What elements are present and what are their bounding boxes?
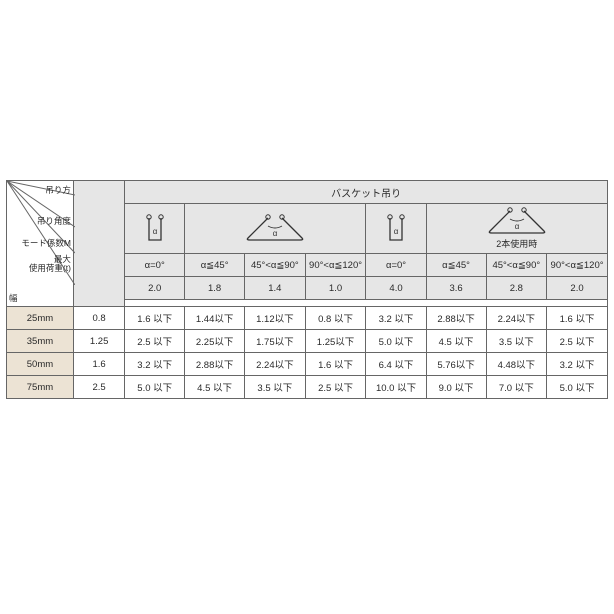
data-cell: 2.24以下 — [486, 307, 547, 330]
svg-text:α: α — [514, 222, 519, 231]
data-cell: 3.5 以下 — [486, 330, 547, 353]
data-cell: 2.88以下 — [185, 353, 245, 376]
angle-h-4: α=0° — [366, 254, 426, 277]
wll-cell: 0.8 — [73, 307, 124, 330]
data-cell: 4.5 以下 — [185, 376, 245, 399]
mode-1: 1.8 — [185, 277, 245, 300]
data-cell: 3.5 以下 — [245, 376, 306, 399]
data-cell: 1.6 以下 — [305, 353, 366, 376]
table-row: 35mm 1.25 2.5 以下 2.25以下 1.75以下 1.25以下 5.… — [7, 330, 608, 353]
label-lifting-method: 吊り方 — [45, 184, 71, 196]
wll-cell: 1.25 — [73, 330, 124, 353]
svg-text:α: α — [273, 229, 278, 238]
data-cell: 2.5 以下 — [547, 330, 608, 353]
data-cell: 3.2 以下 — [366, 307, 426, 330]
data-cell: 2.25以下 — [185, 330, 245, 353]
data-cell: 1.44以下 — [185, 307, 245, 330]
label-max-wll: 最大使用荷重(t) — [29, 255, 71, 273]
table-row: 50mm 1.6 3.2 以下 2.88以下 2.24以下 1.6 以下 6.4… — [7, 353, 608, 376]
width-cell: 35mm — [7, 330, 74, 353]
mode-5: 3.6 — [426, 277, 486, 300]
wll-cell: 2.5 — [73, 376, 124, 399]
mode-6: 2.8 — [486, 277, 547, 300]
width-cell: 75mm — [7, 376, 74, 399]
two-used-label: 2本使用時 — [496, 239, 537, 249]
wll-header-spacer — [73, 181, 124, 307]
label-width: 幅 — [9, 292, 18, 304]
mode-3: 1.0 — [305, 277, 366, 300]
icon-spread-1: α — [185, 204, 366, 254]
icon-single-1: α — [125, 204, 185, 254]
svg-text:α: α — [152, 227, 157, 236]
angle-h-7: 90°<α≦120° — [547, 254, 608, 277]
angle-h-5: α≦45° — [426, 254, 486, 277]
load-table: 吊り方 吊り角度 モード係数M 最大使用荷重(t) 幅 バスケット吊り α α — [6, 180, 608, 399]
basket-spread-icon: α — [482, 205, 552, 239]
mode-7: 2.0 — [547, 277, 608, 300]
data-cell: 1.12以下 — [245, 307, 306, 330]
basket-single-icon: α — [382, 212, 410, 246]
data-cell: 1.6 以下 — [547, 307, 608, 330]
data-cell: 7.0 以下 — [486, 376, 547, 399]
basket-spread-icon: α — [240, 212, 310, 246]
data-cell: 2.5 以下 — [125, 330, 185, 353]
diagonal-header-cell: 吊り方 吊り角度 モード係数M 最大使用荷重(t) 幅 — [7, 181, 74, 307]
width-cell: 25mm — [7, 307, 74, 330]
angle-h-3: 90°<α≦120° — [305, 254, 366, 277]
data-cell: 0.8 以下 — [305, 307, 366, 330]
icon-single-2: α — [366, 204, 426, 254]
data-cell: 2.24以下 — [245, 353, 306, 376]
basket-single-icon: α — [141, 212, 169, 246]
angle-h-0: α=0° — [125, 254, 185, 277]
basket-lifting-header: バスケット吊り — [125, 181, 608, 204]
angle-h-6: 45°<α≦90° — [486, 254, 547, 277]
data-cell: 1.6 以下 — [125, 307, 185, 330]
data-cell: 5.76以下 — [426, 353, 486, 376]
data-cell: 5.0 以下 — [366, 330, 426, 353]
angle-h-1: α≦45° — [185, 254, 245, 277]
mode-0: 2.0 — [125, 277, 185, 300]
data-cell: 1.25以下 — [305, 330, 366, 353]
data-cell: 9.0 以下 — [426, 376, 486, 399]
angle-h-2: 45°<α≦90° — [245, 254, 306, 277]
data-cell: 5.0 以下 — [125, 376, 185, 399]
table-row: 25mm 0.8 1.6 以下 1.44以下 1.12以下 0.8 以下 3.2… — [7, 307, 608, 330]
width-cell: 50mm — [7, 353, 74, 376]
load-table-container: 吊り方 吊り角度 モード係数M 最大使用荷重(t) 幅 バスケット吊り α α — [6, 180, 608, 399]
data-cell: 10.0 以下 — [366, 376, 426, 399]
mode-4: 4.0 — [366, 277, 426, 300]
data-cell: 5.0 以下 — [547, 376, 608, 399]
data-cell: 3.2 以下 — [547, 353, 608, 376]
data-cell: 2.5 以下 — [305, 376, 366, 399]
label-mode-coeff: モード係数M — [21, 237, 71, 249]
label-lifting-angle: 吊り角度 — [37, 215, 71, 227]
svg-text:α: α — [394, 227, 399, 236]
table-row: 75mm 2.5 5.0 以下 4.5 以下 3.5 以下 2.5 以下 10.… — [7, 376, 608, 399]
mode-2: 1.4 — [245, 277, 306, 300]
icon-spread-2: α 2本使用時 — [426, 204, 607, 254]
data-cell: 4.5 以下 — [426, 330, 486, 353]
data-cell: 2.88以下 — [426, 307, 486, 330]
data-cell: 6.4 以下 — [366, 353, 426, 376]
data-cell: 4.48以下 — [486, 353, 547, 376]
data-cell: 3.2 以下 — [125, 353, 185, 376]
data-cell: 1.75以下 — [245, 330, 306, 353]
wll-cell: 1.6 — [73, 353, 124, 376]
